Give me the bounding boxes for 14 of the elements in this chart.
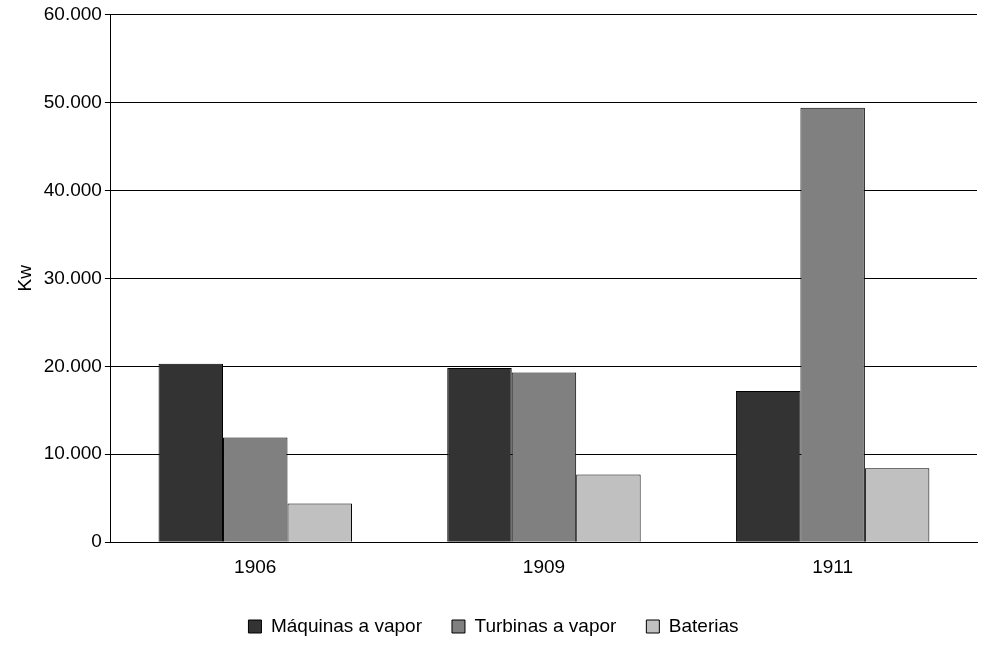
y-tick-label: 40.000 bbox=[43, 178, 102, 200]
y-tick-label: 30.000 bbox=[43, 266, 102, 288]
legend-label: Máquinas a vapor bbox=[270, 614, 423, 636]
x-tick-label: 1909 bbox=[522, 555, 566, 577]
y-tick-label: 60.000 bbox=[43, 2, 102, 24]
y-tick-label: 0 bbox=[91, 530, 102, 552]
y-axis-title: Kw bbox=[13, 264, 35, 292]
legend-label: Baterias bbox=[668, 614, 739, 636]
legend-label: Turbinas a vapor bbox=[474, 614, 618, 636]
y-tick-label: 50.000 bbox=[43, 90, 102, 112]
x-tick-label: 1911 bbox=[812, 555, 854, 577]
x-tick-label: 1906 bbox=[234, 555, 277, 577]
y-tick-label: 20.000 bbox=[43, 354, 102, 376]
y-tick-label: 10.000 bbox=[43, 442, 102, 464]
